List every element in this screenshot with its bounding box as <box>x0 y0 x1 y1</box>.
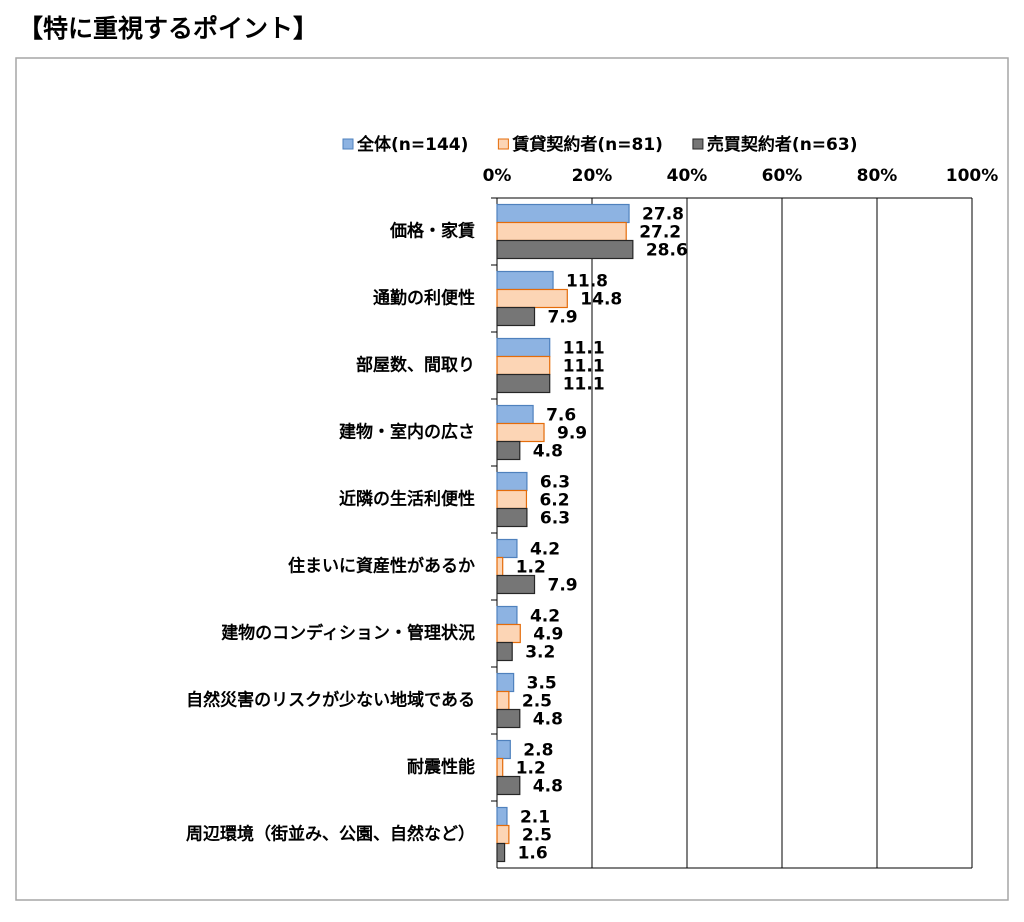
data-label: 2.5 <box>522 692 552 712</box>
bar <box>496 489 528 510</box>
bar <box>496 690 510 711</box>
bar <box>496 757 504 778</box>
data-label: 4.2 <box>530 540 560 560</box>
bar <box>496 507 528 528</box>
legend-label: 全体(n=144) <box>356 134 468 155</box>
bar <box>496 288 568 309</box>
bar <box>496 739 511 760</box>
data-label: 1.2 <box>516 558 546 578</box>
bar <box>496 306 536 327</box>
data-label: 1.6 <box>518 844 548 864</box>
bar <box>496 440 521 461</box>
bar <box>496 203 630 224</box>
data-label: 28.6 <box>646 241 688 261</box>
legend-swatch <box>692 138 704 150</box>
bar <box>496 270 554 291</box>
bar <box>496 824 510 845</box>
x-tick-label: 60% <box>762 166 803 186</box>
data-label: 3.5 <box>527 674 557 694</box>
data-label: 11.1 <box>563 339 605 359</box>
y-tick-label: 建物のコンディション・管理状況 <box>221 623 475 644</box>
y-tick-label: 通勤の利便性 <box>373 288 475 309</box>
bar <box>496 641 513 662</box>
legend-swatch <box>342 138 354 150</box>
data-label: 6.3 <box>540 509 570 529</box>
data-label: 4.2 <box>530 607 560 627</box>
y-tick-label: 近隣の生活利便性 <box>339 489 475 510</box>
bar <box>496 337 551 358</box>
data-label: 11.8 <box>566 272 608 292</box>
y-tick-label: 耐震性能 <box>407 757 475 778</box>
bar <box>496 623 521 644</box>
data-label: 11.1 <box>563 357 605 377</box>
legend-label: 賃貸契約者(n=81) <box>511 134 663 155</box>
y-tick-label: 部屋数、間取り <box>356 355 475 376</box>
data-label: 1.2 <box>516 759 546 779</box>
bar <box>496 221 627 242</box>
legend-swatch <box>497 138 509 150</box>
data-label: 14.8 <box>580 290 622 310</box>
bar <box>496 574 536 595</box>
data-label: 3.2 <box>525 643 555 663</box>
data-label: 6.3 <box>540 473 570 493</box>
chart-frame <box>15 57 1009 901</box>
x-tick-label: 20% <box>572 166 613 186</box>
bar <box>496 355 551 376</box>
data-label: 7.9 <box>548 576 578 596</box>
data-label: 6.2 <box>539 491 569 511</box>
bar <box>496 605 518 626</box>
y-tick-label: 価格・家賃 <box>389 221 475 242</box>
bar <box>496 806 508 827</box>
legend-label: 売買契約者(n=63) <box>707 134 858 155</box>
bar <box>496 422 545 443</box>
data-label: 2.1 <box>520 808 550 828</box>
y-tick-label: 自然災害のリスクが少ない地域である <box>186 690 475 711</box>
data-label: 4.9 <box>533 625 563 645</box>
bar <box>496 775 521 796</box>
bar <box>496 373 551 394</box>
bar <box>496 471 528 492</box>
data-label: 7.9 <box>548 308 578 328</box>
bar <box>496 842 506 863</box>
y-tick-label: 周辺環境（街並み、公園、自然など） <box>186 824 475 845</box>
bar <box>496 404 534 425</box>
bar <box>496 708 521 729</box>
x-tick-label: 40% <box>667 166 708 186</box>
x-tick-label: 80% <box>857 166 898 186</box>
data-label: 9.9 <box>557 424 587 444</box>
data-label: 2.8 <box>523 741 553 761</box>
bar <box>496 239 634 260</box>
y-tick-label: 建物・室内の広さ <box>339 422 475 443</box>
data-label: 4.8 <box>533 710 563 730</box>
data-label: 4.8 <box>533 777 563 797</box>
x-tick-label: 100% <box>946 166 999 186</box>
data-label: 2.5 <box>522 826 552 846</box>
bar <box>496 538 518 559</box>
data-label: 27.2 <box>639 223 681 243</box>
data-label: 11.1 <box>563 375 605 395</box>
chart-title: 【特に重視するポイント】 <box>18 14 318 43</box>
x-tick-label: 0% <box>483 166 512 186</box>
data-label: 27.8 <box>642 205 684 225</box>
bar <box>496 672 515 693</box>
data-label: 4.8 <box>533 442 563 462</box>
y-tick-label: 住まいに資産性があるか <box>288 556 475 577</box>
bar <box>496 556 504 577</box>
data-label: 7.6 <box>546 406 576 426</box>
